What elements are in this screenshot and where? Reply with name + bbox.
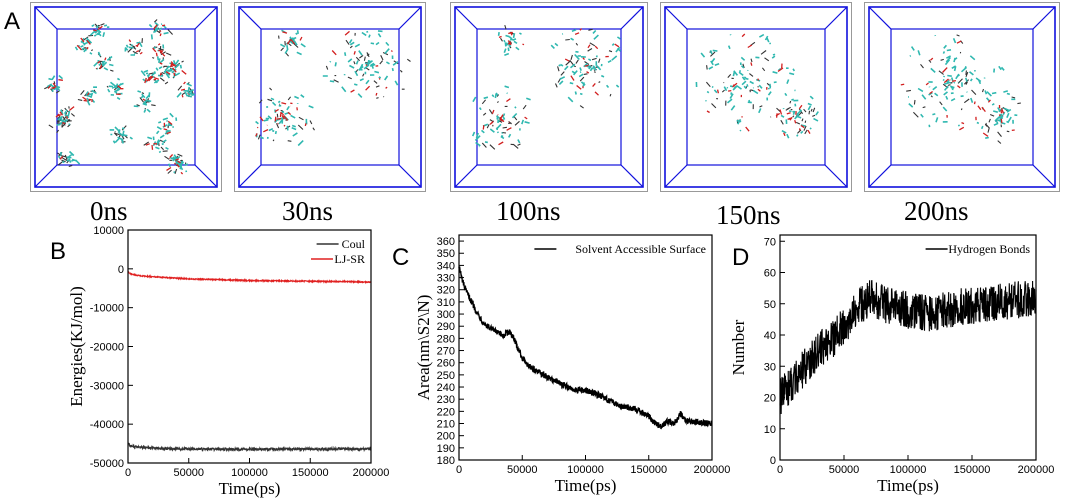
x-axis-label-d: Time(ps) [877,476,939,495]
x-tick-label-b: 200000 [353,467,390,479]
y-tick-label-b: -20000 [90,342,124,354]
y-tick-label-c: 210 [437,419,455,431]
y-tick-label-c: 220 [437,406,455,418]
x-axis-label-b: Time(ps) [219,479,281,498]
x-tick-label-b: 0 [125,467,131,479]
snapshot-150ns [660,2,852,192]
y-tick-label-c: 330 [437,273,455,285]
simulation-box [868,6,1056,188]
snapshot-200ns [864,2,1060,192]
y-tick-label-d: 30 [764,361,776,373]
molecule-cluster [44,19,196,175]
snapshot-30ns [234,2,426,192]
y-axis-label-d: Number [729,319,748,375]
y-tick-label-b: -40000 [90,419,124,431]
plot-frame-c [458,234,713,461]
x-tick-label-b: 50000 [173,467,204,479]
y-tick-label-c: 260 [437,358,455,370]
chart-c: 0 50000 100000 150000 2000001801902002102202… [414,234,731,495]
x-axis-label-c: Time(ps) [555,476,617,495]
x-tick-label-d: 50000 [829,464,860,476]
y-tick-label-d: 40 [764,330,776,342]
x-tick-label-d: 0 [777,464,783,476]
panel-c-label: C [392,244,410,271]
y-tick-label-c: 350 [437,248,455,260]
panel-a-label: A [4,8,21,35]
snapshot-100ns [450,2,648,192]
x-tick-label-c: 100000 [567,464,604,476]
y-tick-label-b: -30000 [90,380,124,392]
y-tick-label-c: 290 [437,321,455,333]
y-tick-label-d: 20 [764,393,776,405]
legend-label-c: Solvent Accessible Surface [575,242,706,256]
y-tick-label-b: 10000 [93,225,124,237]
y-axis-label-c: Area(nm\S2\N) [414,295,433,401]
snapshot-caption-200ns: 200ns [904,196,969,226]
y-tick-label-d: 50 [764,299,776,311]
molecule-cluster [695,33,819,139]
y-tick-label-c: 270 [437,346,455,358]
molecule-cluster [900,34,1021,144]
y-tick-label-c: 310 [437,297,455,309]
x-tick-label-c: 200000 [694,464,731,476]
chart-b: 0 50000 100000 150000 200000100000-10000-200… [67,225,389,498]
molecule-cluster [471,24,622,150]
y-tick-label-c: 200 [437,431,455,443]
y-tick-label-d: 60 [764,268,776,280]
x-tick-label-d: 200000 [1018,464,1055,476]
snapshot-caption-30ns: 30ns [282,196,334,226]
x-tick-label-b: 100000 [231,467,268,479]
series-d-0 [779,280,1037,415]
y-tick-label-c: 280 [437,333,455,345]
y-tick-label-c: 300 [437,309,455,321]
panel-d-label: D [732,244,750,271]
x-tick-label-c: 50000 [507,464,538,476]
y-tick-label-d: 10 [764,424,776,436]
snapshot-caption-150ns: 150ns [716,200,781,230]
y-tick-label-c: 240 [437,382,455,394]
y-tick-label-c: 230 [437,394,455,406]
series-b-1 [127,270,372,285]
x-tick-label-d: 150000 [954,464,991,476]
series-b-0 [127,442,372,453]
legend-label-b: LJ-SR [334,252,365,266]
y-tick-label-d: 70 [764,236,776,248]
x-tick-label-b: 150000 [292,467,329,479]
snapshot-0ns [30,2,222,192]
snapshot-caption-100ns: 100ns [496,196,561,226]
x-tick-label-d: 100000 [890,464,927,476]
simulation-box [238,6,422,188]
chart-d: 0 50000 100000 150000 200000 0 10 20 30 40 50 60 70 T… [729,234,1055,495]
y-axis-label-b: Energies(KJ/mol) [67,286,86,407]
series-c-0 [458,266,713,430]
y-tick-label-b: -50000 [90,458,124,470]
y-tick-label-d: 0 [770,455,776,467]
y-tick-label-b: 0 [118,264,124,276]
simulation-box [454,6,644,188]
y-tick-label-b: -10000 [90,303,124,315]
simulation-box [664,6,848,188]
y-tick-label-c: 320 [437,285,455,297]
molecule-cluster [255,29,411,147]
y-tick-label-c: 360 [437,236,455,248]
panel-b-label: B [50,238,67,265]
snapshot-caption-0ns: 0ns [90,196,128,226]
y-tick-label-c: 180 [437,455,455,467]
x-tick-label-c: 0 [456,464,462,476]
y-tick-label-c: 340 [437,260,455,272]
legend-label-d: Hydrogen Bonds [948,242,1030,256]
x-tick-label-c: 150000 [630,464,667,476]
y-tick-label-c: 190 [437,443,455,455]
legend-label-b: Coul [342,237,366,251]
y-tick-label-c: 250 [437,370,455,382]
simulation-box [34,6,218,188]
